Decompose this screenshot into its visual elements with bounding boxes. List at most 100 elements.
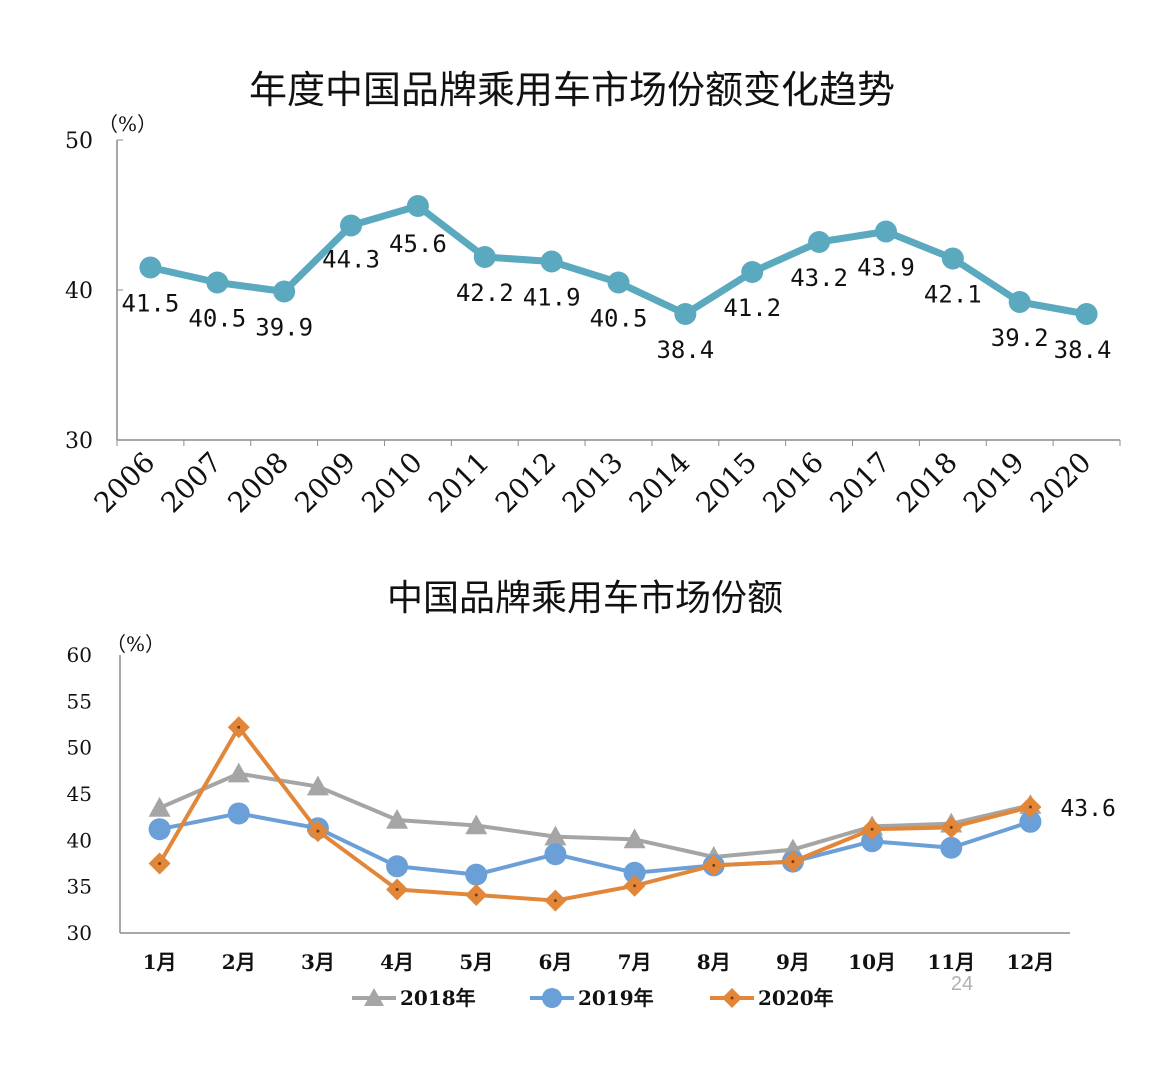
- annual-data-label: 41.2: [723, 294, 781, 322]
- monthly-x-tick-label: 6月: [538, 950, 572, 974]
- marker-diamond-center: [633, 884, 637, 888]
- monthly-y-tick-label: 45: [67, 782, 92, 806]
- annual-data-label: 43.9: [857, 254, 915, 282]
- monthly-series: [148, 716, 1042, 912]
- monthly-chart-title: 中国品牌乘用车市场份额: [387, 578, 783, 619]
- page-number: 24: [951, 973, 973, 995]
- marker-triangle: [306, 775, 329, 796]
- monthly-series-2019年: [148, 802, 1042, 886]
- annual-data-label: 43.2: [790, 264, 848, 292]
- annual-data-label: 39.2: [991, 324, 1049, 352]
- annual-data-label: 38.4: [656, 336, 714, 364]
- marker-triangle: [364, 988, 384, 1006]
- marker-triangle: [623, 828, 646, 849]
- monthly-series-2020年: [148, 716, 1042, 912]
- monthly-x-ticks: 1月 2月 3月 4月 5月 6月 7月 8月 9月 10月 11月 12月: [143, 950, 1055, 974]
- annual-point: [340, 214, 363, 237]
- annual-x-ticks: 2006200720082009201020112012201320142015…: [88, 446, 1098, 520]
- annual-data-label: 40.5: [188, 305, 246, 333]
- monthly-line: [159, 811, 1032, 877]
- annual-y-tick-label: 50: [65, 129, 93, 154]
- marker-circle: [465, 863, 488, 886]
- marker-diamond-center: [395, 887, 399, 891]
- monthly-x-tick-label: 11月: [927, 950, 975, 974]
- marker-diamond-center: [1028, 805, 1032, 809]
- annual-x-tick-label: 2017: [823, 446, 897, 520]
- annual-x-tick-label: 2019: [957, 446, 1031, 520]
- marker-diamond-center: [474, 893, 478, 897]
- marker-circle: [148, 818, 171, 841]
- annual-point: [874, 220, 897, 243]
- marker-triangle: [544, 825, 567, 846]
- marker-diamond-center: [730, 996, 734, 1000]
- monthly-chart: 中国品牌乘用车市场份额 （%） 30 35 40 45 50 55 60 1月 2月 3月 4月 5…: [67, 578, 1116, 1010]
- annual-data-label: 41.9: [523, 284, 581, 312]
- annual-x-tick-label: 2018: [890, 446, 964, 520]
- marker-diamond-center: [870, 827, 874, 831]
- monthly-y-tick-label: 40: [67, 828, 92, 852]
- annual-point: [1075, 303, 1098, 325]
- marker-diamond-center: [237, 725, 241, 729]
- monthly-line: [158, 771, 1031, 860]
- monthly-y-tick-label: 50: [67, 736, 92, 760]
- annual-x-tick-label: 2020: [1024, 446, 1098, 520]
- annual-x-tick-label: 2007: [155, 446, 229, 520]
- monthly-x-tick-label: 1月: [143, 950, 177, 974]
- marker-diamond-center: [791, 860, 795, 864]
- annual-data-label: 42.2: [456, 279, 514, 307]
- monthly-x-tick-label: 12月: [1006, 950, 1054, 974]
- monthly-x-tick-label: 9月: [776, 950, 810, 974]
- annual-point: [473, 246, 496, 268]
- annual-data-label: 38.4: [1054, 336, 1112, 364]
- annual-point: [607, 271, 630, 294]
- marker-diamond-center: [553, 899, 557, 903]
- annual-chart-title: 年度中国品牌乘用车市场份额变化趋势: [249, 68, 895, 112]
- annual-point: [139, 256, 162, 279]
- monthly-x-tick-label: 5月: [459, 950, 493, 974]
- marker-circle: [861, 830, 884, 853]
- legend-label: 2019年: [578, 986, 654, 1010]
- annual-x-tick-label: 2009: [288, 446, 362, 520]
- annual-x-tick-label: 2015: [689, 446, 763, 520]
- annual-data-label: 40.5: [590, 305, 648, 333]
- legend-label: 2018年: [400, 986, 476, 1010]
- annual-data-label: 45.6: [389, 230, 447, 258]
- legend-label: 2020年: [758, 986, 834, 1010]
- annual-x-tick-label: 2012: [489, 446, 563, 520]
- annual-x-tick-label: 2011: [422, 446, 496, 520]
- annual-point: [406, 195, 429, 217]
- monthly-line: [157, 725, 1031, 903]
- annual-point: [273, 280, 296, 303]
- monthly-series-2018年: [148, 762, 1042, 866]
- annual-x-tick-label: 2013: [556, 446, 630, 520]
- marker-triangle: [148, 796, 171, 817]
- annual-points: [139, 195, 1098, 325]
- monthly-x-tick-label: 2月: [222, 950, 256, 974]
- annual-data-label: 39.9: [255, 314, 313, 342]
- annual-data-labels: 41.5 40.5 39.9 44.3 45.6 42.2 41.9 40.5 38.4 41.2…: [122, 230, 1112, 364]
- monthly-end-label: 43.6: [1060, 796, 1115, 822]
- monthly-y-ticks: 30 35 40 45 50 55 60: [67, 643, 92, 945]
- monthly-x-tick-label: 10月: [848, 950, 896, 974]
- monthly-axes: [119, 655, 1070, 934]
- annual-data-label: 44.3: [322, 246, 380, 274]
- annual-data-label: 42.1: [924, 281, 982, 309]
- monthly-y-tick-label: 55: [67, 689, 92, 713]
- annual-y-ticks: 30 40 50: [65, 129, 123, 454]
- annual-point: [674, 303, 697, 325]
- annual-y-tick-label: 40: [65, 279, 93, 304]
- marker-circle: [1019, 810, 1042, 833]
- annual-x-tick-label: 2006: [88, 446, 162, 520]
- marker-diamond-center: [949, 825, 953, 829]
- marker-triangle: [465, 814, 488, 835]
- annual-point: [941, 247, 964, 270]
- monthly-y-tick-label: 35: [67, 875, 92, 899]
- annual-point: [1008, 291, 1031, 313]
- annual-data-label: 41.5: [122, 290, 180, 318]
- monthly-x-tick-label: 7月: [618, 950, 652, 974]
- marker-circle: [623, 861, 646, 884]
- legend-item: 2020年: [710, 986, 834, 1010]
- annual-x-tick-label: 2016: [756, 446, 830, 520]
- marker-circle: [227, 802, 250, 825]
